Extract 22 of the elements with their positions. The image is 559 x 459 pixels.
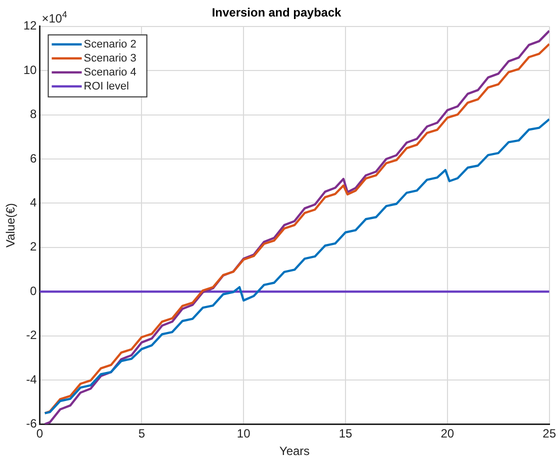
y-tick-label: 0 bbox=[30, 284, 38, 298]
x-tick-label: 25 bbox=[542, 426, 556, 441]
y-tick-label: -6 bbox=[26, 416, 38, 431]
y-tick-label: 10 bbox=[23, 62, 38, 77]
y-tick-label: 6 bbox=[30, 151, 38, 166]
x-tick-label: 20 bbox=[440, 426, 454, 441]
legend-label: Scenario 4 bbox=[84, 66, 136, 78]
x-tick-label: 10 bbox=[236, 426, 251, 441]
y-tick-label: 4 bbox=[30, 196, 38, 210]
x-tick-label: 5 bbox=[138, 426, 146, 441]
x-axis-title: Years bbox=[279, 444, 310, 458]
chart-title: Inversion and payback bbox=[212, 6, 342, 20]
y-axis-title: Value(€) bbox=[4, 203, 18, 248]
legend-label: ROI level bbox=[84, 80, 129, 92]
y-tick-label: -2 bbox=[26, 328, 38, 342]
y-tick-label: -4 bbox=[26, 372, 38, 386]
y-tick-label: 12 bbox=[23, 18, 38, 33]
legend-label: Scenario 3 bbox=[84, 52, 136, 64]
y-tick-label: 2 bbox=[30, 240, 38, 254]
y-tick-label: 8 bbox=[30, 107, 38, 122]
legend-label: Scenario 2 bbox=[84, 38, 136, 50]
x-tick-label: 15 bbox=[338, 426, 352, 441]
